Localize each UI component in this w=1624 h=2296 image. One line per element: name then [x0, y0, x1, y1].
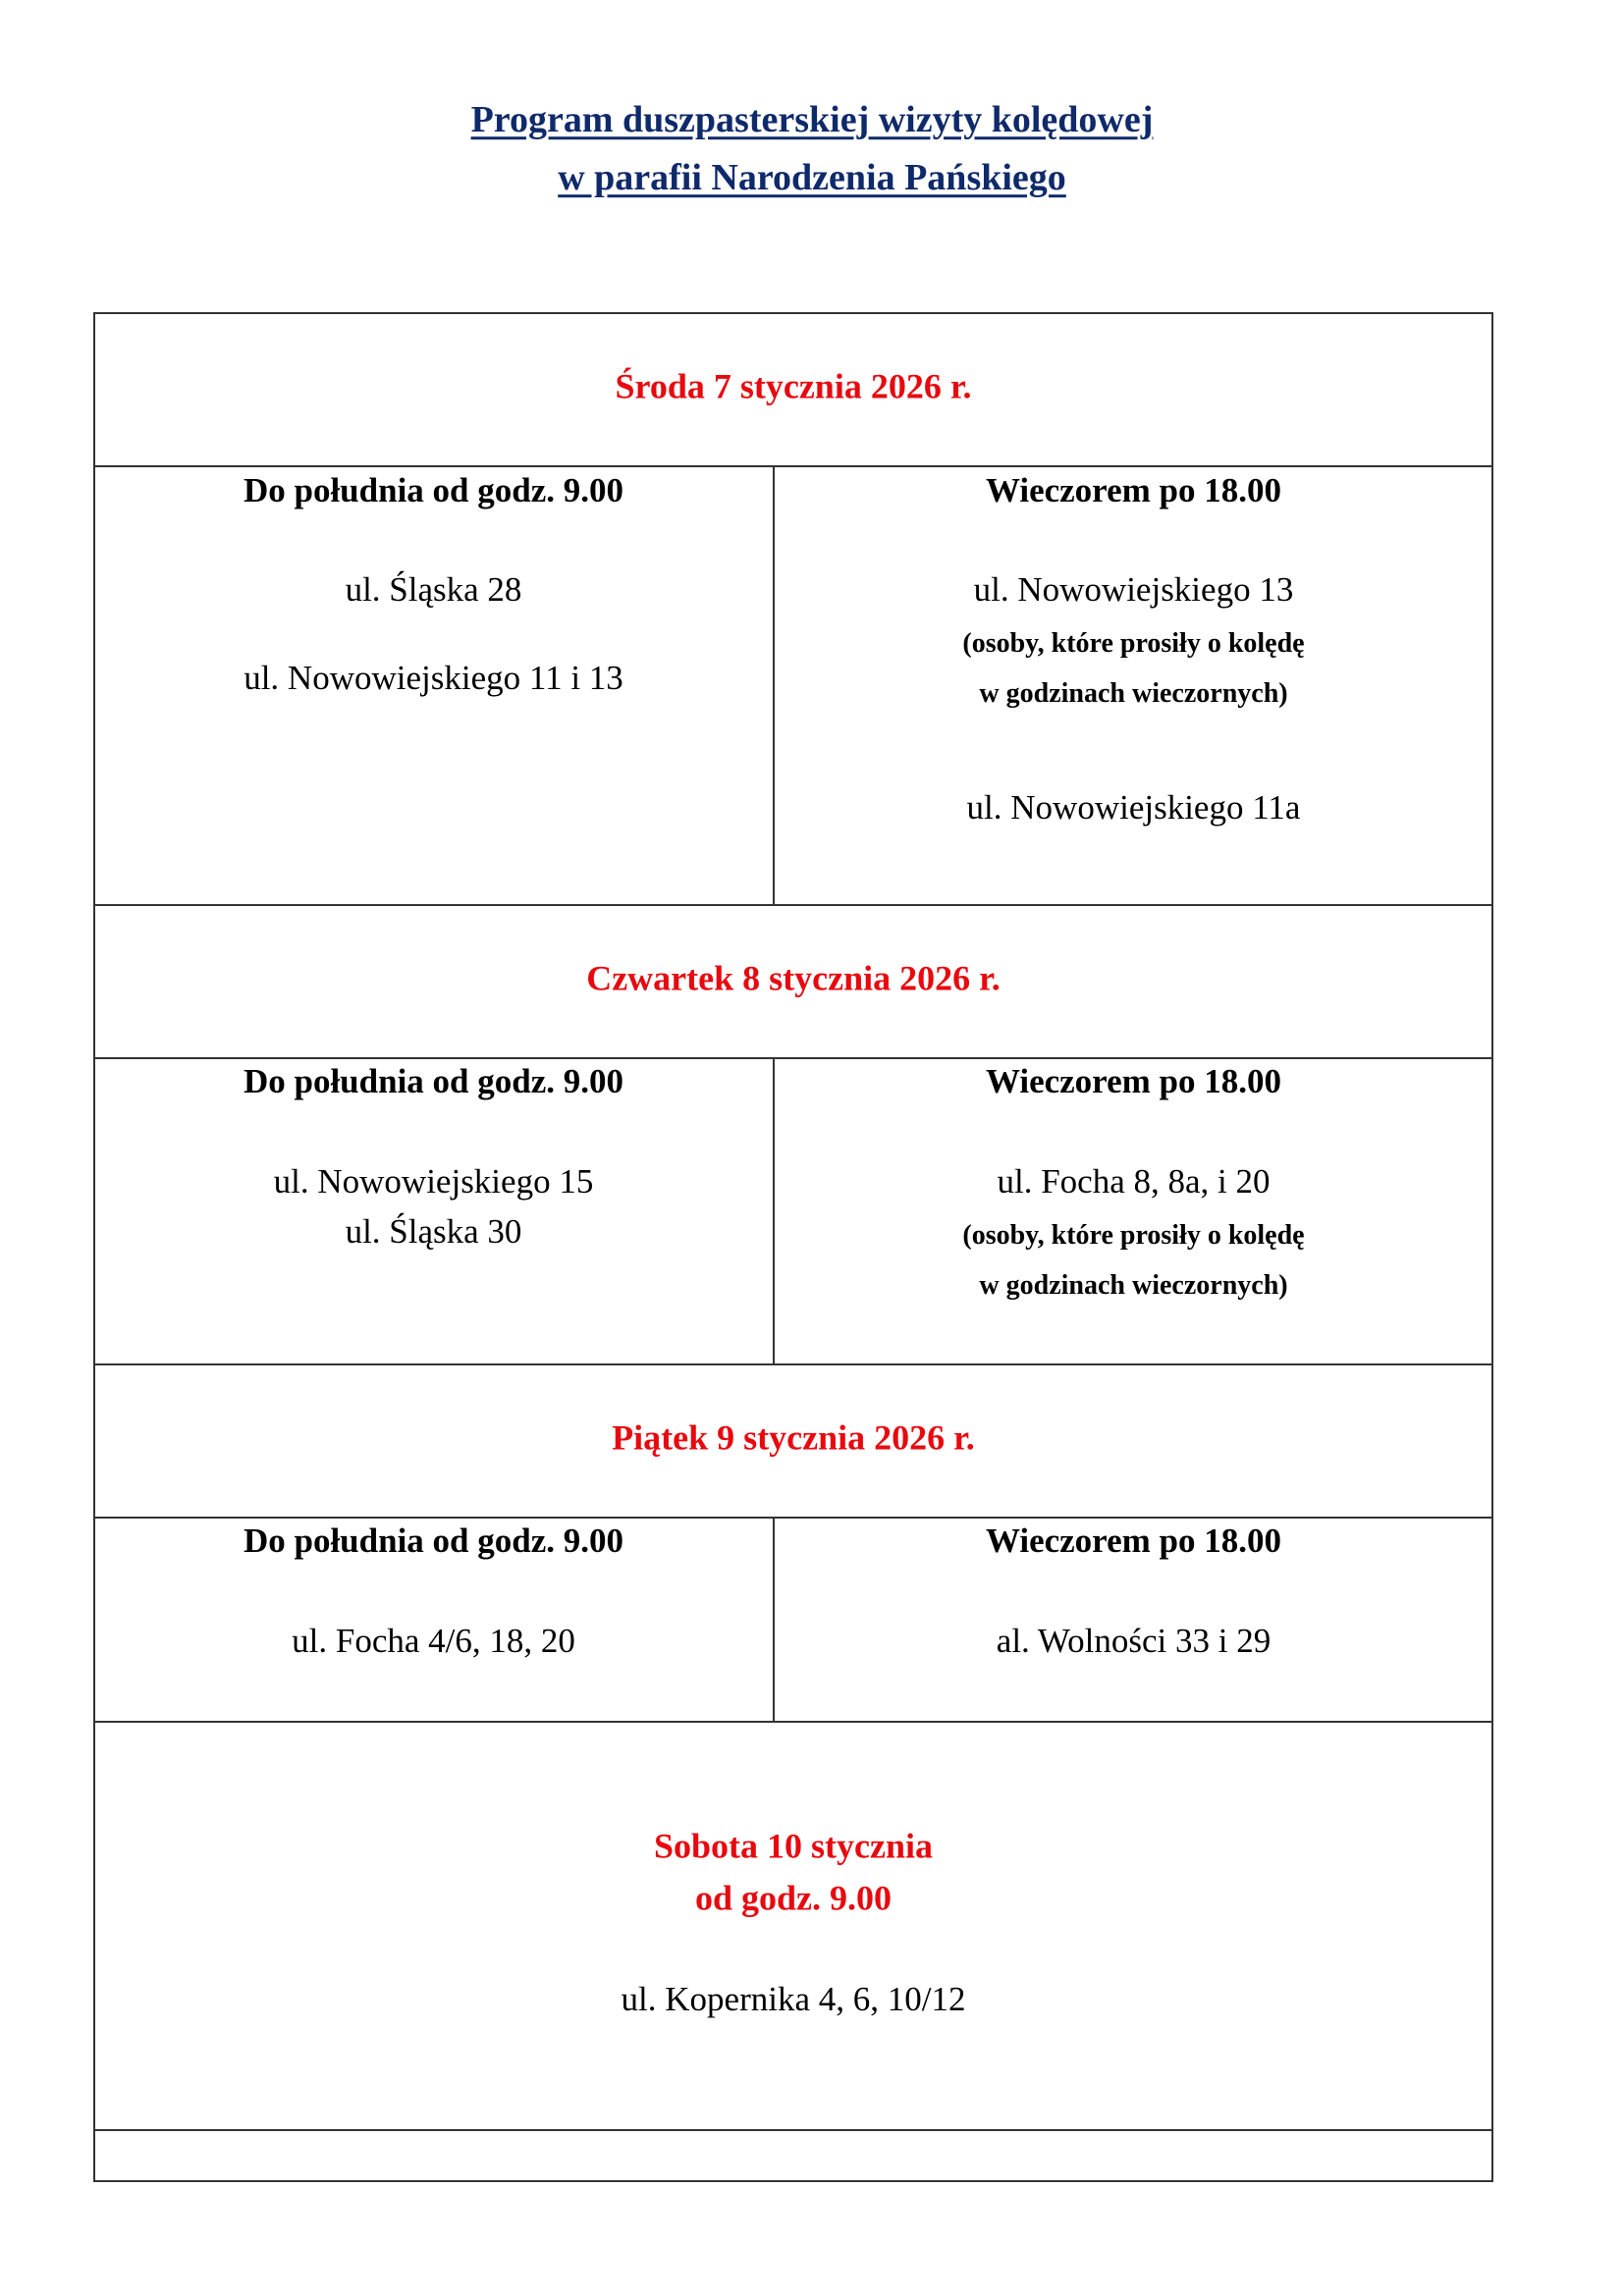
evening-heading: Wieczorem po 18.00 [985, 1522, 1281, 1560]
address-line: ul. Kopernika 4, 6, 10/12 [621, 1980, 966, 2018]
row-divider [93, 465, 1493, 467]
morning-heading: Do południa od godz. 9.00 [243, 1522, 624, 1560]
row-divider [93, 1363, 1493, 1365]
table-border-bottom [93, 2180, 1493, 2182]
note-line: (osoby, które prosiły o kolędę [962, 628, 1305, 660]
row-divider [93, 904, 1493, 906]
address-line: ul. Śląska 30 [345, 1212, 522, 1251]
address-line: ul. Nowowiejskiego 13 [973, 570, 1294, 609]
evening-heading: Wieczorem po 18.00 [985, 471, 1281, 509]
table-border-right [1491, 312, 1493, 2182]
address-line: ul. Śląska 28 [345, 570, 522, 609]
row-divider [93, 1057, 1493, 1059]
day-header: Sobota 10 stycznia [653, 1826, 933, 1866]
column-divider [773, 1517, 775, 1721]
row-divider [93, 1517, 1493, 1519]
note-line: w godzinach wieczornych) [979, 1270, 1288, 1302]
page-title-line-2: w parafii Narodzenia Pańskiego [558, 157, 1066, 199]
table-border-top [93, 312, 1493, 314]
address-line: ul. Focha 4/6, 18, 20 [292, 1622, 575, 1660]
day-subheader: od godz. 9.00 [694, 1878, 893, 1918]
column-divider [773, 465, 775, 904]
address-line: ul. Nowowiejskiego 11a [966, 788, 1301, 827]
row-divider [93, 1721, 1493, 1723]
note-line: w godzinach wieczornych) [979, 678, 1288, 710]
address-line: al. Wolności 33 i 29 [996, 1622, 1272, 1660]
day-header: Piątek 9 stycznia 2026 r. [612, 1417, 975, 1458]
table-border-left [93, 312, 95, 2182]
address-line: ul. Nowowiejskiego 15 [273, 1162, 594, 1201]
morning-heading: Do południa od godz. 9.00 [243, 471, 624, 509]
address-line: ul. Focha 8, 8a, i 20 [997, 1162, 1271, 1201]
day-header: Środa 7 stycznia 2026 r. [615, 366, 972, 406]
day-header: Czwartek 8 stycznia 2026 r. [586, 958, 1001, 998]
column-divider [773, 1057, 775, 1363]
morning-heading: Do południa od godz. 9.00 [243, 1062, 624, 1100]
row-divider [93, 2129, 1493, 2131]
evening-heading: Wieczorem po 18.00 [985, 1062, 1281, 1100]
page-title-line-1: Program duszpasterskiej wizyty kolędowej [470, 99, 1154, 141]
address-line: ul. Nowowiejskiego 11 i 13 [244, 659, 623, 697]
note-line: (osoby, które prosiły o kolędę [962, 1220, 1305, 1252]
